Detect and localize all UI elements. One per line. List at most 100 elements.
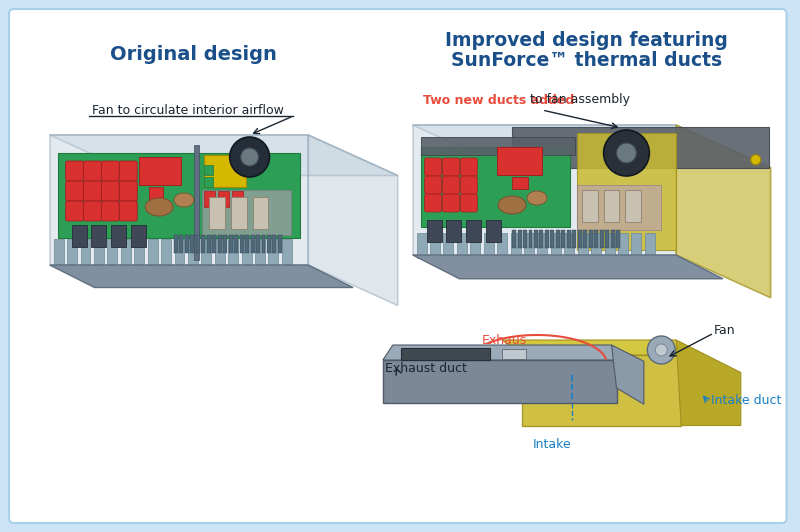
Bar [591,233,601,258]
FancyBboxPatch shape [83,161,102,181]
Bar [550,230,554,248]
Bar [204,177,213,187]
Bar [538,233,547,258]
Polygon shape [383,360,617,403]
Bar [401,348,490,360]
Bar [566,230,570,248]
Bar [188,239,198,264]
Bar [523,230,527,248]
Bar [204,165,213,175]
Bar [242,239,251,264]
Bar [631,233,642,258]
Bar [91,225,106,247]
Bar [111,225,126,247]
Polygon shape [50,265,353,287]
Text: Original design: Original design [110,46,278,64]
Bar [202,190,291,235]
Bar [269,239,278,264]
FancyBboxPatch shape [442,194,459,212]
Polygon shape [676,125,770,298]
Bar [466,220,482,242]
Bar [190,235,194,253]
Bar [234,235,238,253]
Text: Fan: Fan [714,323,735,337]
Bar [421,147,570,227]
Polygon shape [413,255,723,279]
Ellipse shape [527,191,547,205]
FancyBboxPatch shape [66,201,83,221]
Bar [179,235,183,253]
Bar [470,233,480,258]
Bar [278,235,282,253]
Ellipse shape [145,198,173,216]
Bar [564,233,574,258]
Bar [539,230,543,248]
FancyBboxPatch shape [66,181,83,201]
Bar [196,235,200,253]
Bar [212,235,216,253]
Bar [484,233,494,258]
Bar [497,233,507,258]
FancyBboxPatch shape [83,181,102,201]
Bar [529,230,533,248]
Bar [232,191,242,207]
Text: SunForce™ thermal ducts: SunForce™ thermal ducts [451,51,722,70]
Ellipse shape [174,193,194,207]
Bar [81,239,90,264]
Polygon shape [413,125,676,255]
Bar [645,233,654,258]
Circle shape [655,344,667,356]
Circle shape [241,148,258,166]
Bar [534,230,538,248]
Bar [202,239,211,264]
FancyBboxPatch shape [425,176,442,194]
Bar [218,191,229,207]
Polygon shape [512,127,769,168]
Bar [510,233,521,258]
Bar [149,187,163,199]
Bar [121,239,130,264]
Bar [134,239,144,264]
Bar [223,235,227,253]
Polygon shape [308,135,398,305]
Polygon shape [611,345,644,404]
Text: Improved design featuring: Improved design featuring [446,30,728,49]
FancyBboxPatch shape [460,176,478,194]
Bar [67,239,77,264]
FancyBboxPatch shape [425,194,442,212]
Bar [589,230,593,248]
Bar [107,239,118,264]
FancyBboxPatch shape [102,201,119,221]
FancyBboxPatch shape [9,9,786,523]
Text: to fan assembly: to fan assembly [526,94,630,106]
Bar [446,220,462,242]
Bar [58,153,300,238]
Bar [54,239,64,264]
Bar [71,225,86,247]
Polygon shape [383,345,617,360]
Circle shape [617,143,637,163]
FancyBboxPatch shape [442,158,459,176]
Polygon shape [50,135,398,176]
Text: Intake duct: Intake duct [711,394,782,406]
Bar [618,233,628,258]
Bar [603,190,619,222]
Circle shape [647,336,675,364]
Bar [245,235,249,253]
Bar [174,235,178,253]
Bar [229,235,233,253]
Bar [518,230,522,248]
Bar [578,230,582,248]
Bar [512,177,528,189]
Bar [218,235,222,253]
Bar [262,235,266,253]
Circle shape [750,155,761,165]
Bar [267,235,271,253]
FancyBboxPatch shape [66,161,83,181]
Bar [185,235,189,253]
Bar [194,145,199,260]
Bar [610,230,614,248]
Bar [161,239,171,264]
FancyBboxPatch shape [102,161,119,181]
Bar [600,230,603,248]
